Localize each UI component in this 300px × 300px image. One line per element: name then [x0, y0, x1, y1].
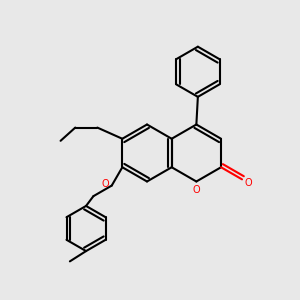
- Text: O: O: [193, 185, 200, 195]
- Text: O: O: [101, 179, 109, 189]
- Text: O: O: [245, 178, 252, 188]
